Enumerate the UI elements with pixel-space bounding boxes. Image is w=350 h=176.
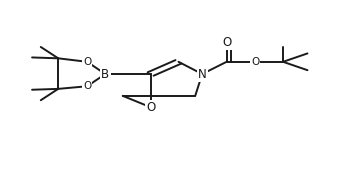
Text: O: O [83, 57, 91, 67]
Text: O: O [146, 101, 155, 114]
Text: O: O [83, 81, 91, 91]
Text: B: B [101, 68, 109, 81]
Text: O: O [251, 57, 259, 67]
Text: O: O [222, 36, 231, 49]
Text: N: N [198, 68, 206, 81]
